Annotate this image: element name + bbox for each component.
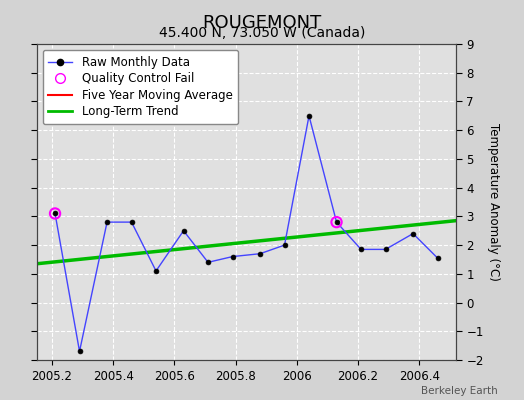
Point <box>332 219 341 225</box>
Text: ROUGEMONT: ROUGEMONT <box>202 14 322 32</box>
Text: 45.400 N, 73.050 W (Canada): 45.400 N, 73.050 W (Canada) <box>159 26 365 40</box>
Text: Berkeley Earth: Berkeley Earth <box>421 386 498 396</box>
Legend: Raw Monthly Data, Quality Control Fail, Five Year Moving Average, Long-Term Tren: Raw Monthly Data, Quality Control Fail, … <box>42 50 238 124</box>
Point <box>51 210 59 217</box>
Y-axis label: Temperature Anomaly (°C): Temperature Anomaly (°C) <box>487 123 500 281</box>
